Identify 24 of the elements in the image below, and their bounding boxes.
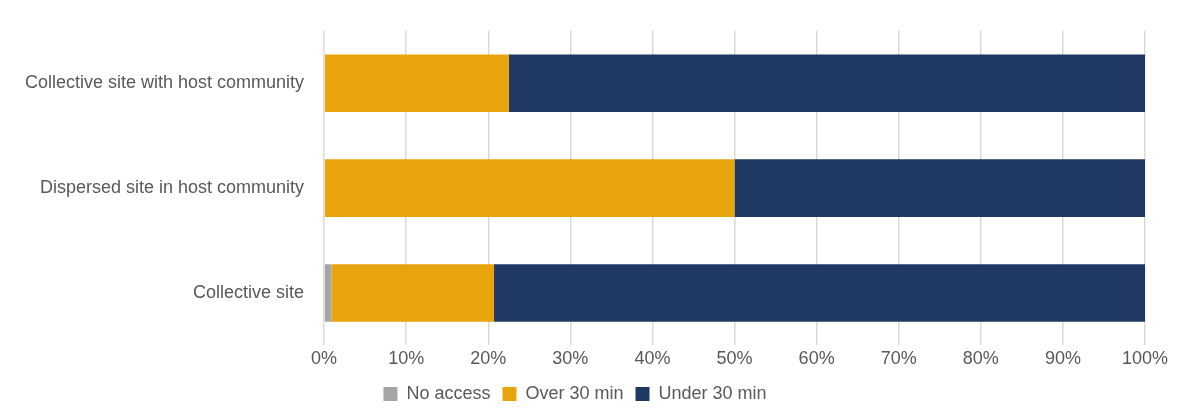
legend-label: No access bbox=[406, 382, 491, 403]
x-tick-label: 20% bbox=[470, 348, 507, 369]
bar bbox=[324, 264, 332, 322]
legend-label: Under 30 min bbox=[658, 382, 767, 403]
x-tick-label: 90% bbox=[1044, 348, 1081, 369]
y-tick-label: Collective site bbox=[193, 281, 305, 302]
x-tick-label: 60% bbox=[798, 348, 835, 369]
y-tick-label: Collective site with host community bbox=[24, 72, 305, 93]
x-tick-label: 50% bbox=[716, 348, 753, 369]
bar bbox=[324, 159, 735, 217]
y-tick-label: Dispersed site in host community bbox=[39, 177, 305, 198]
legend-label: Over 30 min bbox=[525, 382, 624, 403]
x-tick-label: 40% bbox=[634, 348, 671, 369]
x-tick-label: 30% bbox=[552, 348, 589, 369]
bar bbox=[331, 264, 495, 322]
x-tick-label: 70% bbox=[880, 348, 917, 369]
x-tick-label: 10% bbox=[388, 348, 425, 369]
bar bbox=[508, 54, 1145, 113]
x-tick-label: 0% bbox=[311, 348, 338, 369]
x-tick-label: 100% bbox=[1121, 348, 1169, 369]
bar bbox=[494, 264, 1145, 322]
bar bbox=[734, 159, 1145, 217]
x-tick-label: 80% bbox=[962, 348, 999, 369]
bar bbox=[324, 54, 509, 113]
